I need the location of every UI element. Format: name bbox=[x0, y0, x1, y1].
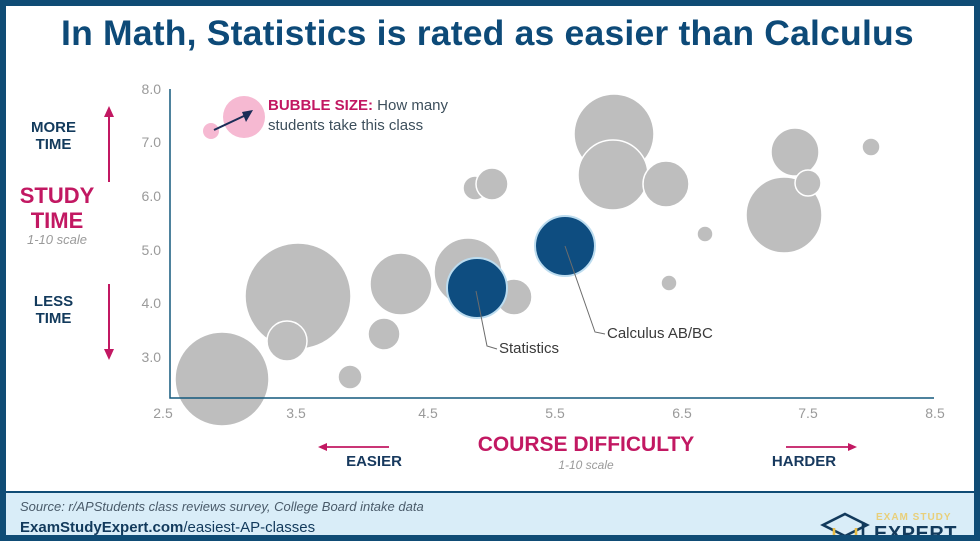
svg-text:2.5: 2.5 bbox=[153, 405, 173, 421]
svg-text:6.0: 6.0 bbox=[142, 188, 162, 204]
svg-text:3.0: 3.0 bbox=[142, 349, 162, 365]
svg-text:7.0: 7.0 bbox=[142, 134, 162, 150]
svg-text:Calculus AB/BC: Calculus AB/BC bbox=[607, 325, 713, 342]
svg-text:5.0: 5.0 bbox=[142, 242, 162, 258]
svg-text:4.0: 4.0 bbox=[142, 295, 162, 311]
svg-text:7.5: 7.5 bbox=[798, 405, 818, 421]
svg-text:4.5: 4.5 bbox=[418, 405, 438, 421]
svg-text:EXAM STUDY: EXAM STUDY bbox=[876, 512, 952, 523]
svg-text:8.5: 8.5 bbox=[925, 405, 945, 421]
svg-text:Statistics: Statistics bbox=[499, 340, 559, 357]
svg-text:3.5: 3.5 bbox=[286, 405, 306, 421]
svg-text:5.5: 5.5 bbox=[545, 405, 565, 421]
svg-text:8.0: 8.0 bbox=[142, 81, 162, 97]
svg-text:6.5: 6.5 bbox=[672, 405, 692, 421]
svg-text:EXPERT: EXPERT bbox=[874, 523, 957, 535]
